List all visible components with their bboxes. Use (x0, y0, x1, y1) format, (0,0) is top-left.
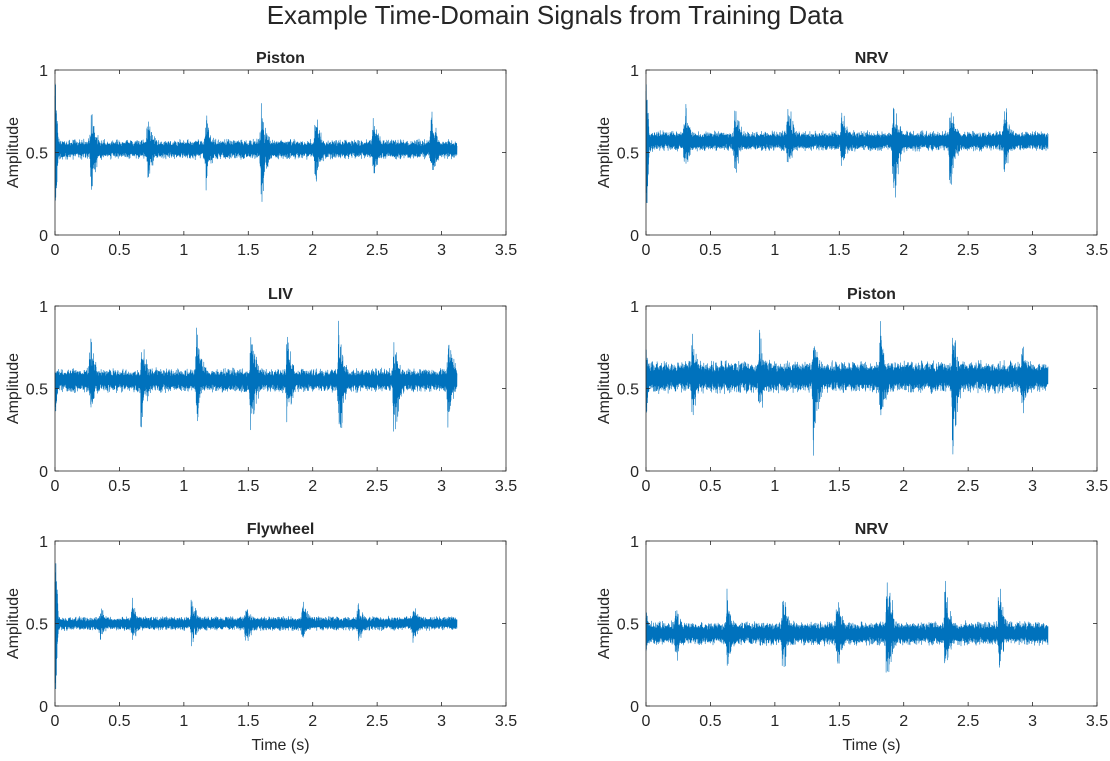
x-tick-label: 0 (642, 713, 651, 730)
x-tick-label: 0.5 (699, 242, 721, 259)
y-tick-label: 1 (39, 534, 48, 551)
y-axis-label: Amplitude (5, 117, 22, 188)
subplot-1: 0 0.5 1 1.5 2 2.5 3 3.5 0 0.5 1 Piston Amplitude (5, 50, 517, 259)
y-tick-label: 1 (630, 534, 639, 551)
x-tick-label: 2.5 (366, 713, 388, 730)
x-tick-label: 3.5 (1086, 478, 1108, 495)
x-tick-label: 2 (308, 713, 317, 730)
x-tick-label: 1.5 (828, 713, 850, 730)
x-tick-label: 1.5 (237, 242, 259, 259)
signal-line (645, 580, 1049, 673)
subplot-title: Piston (847, 286, 896, 303)
subplot-title: NRV (855, 521, 889, 538)
y-tick-label: 0.5 (26, 617, 48, 634)
subplot-3: 0 0.5 1 1.5 2 2.5 3 3.5 0 0.5 1 LIV Amplitude (5, 286, 517, 495)
x-tick-label: 1 (179, 478, 188, 495)
signal-line (645, 84, 1049, 203)
x-tick-label: 2.5 (366, 478, 388, 495)
y-axis-label: Amplitude (5, 588, 22, 659)
x-tick-label: 2 (308, 242, 317, 259)
x-tick-label: 2.5 (366, 242, 388, 259)
subplot-title: Flywheel (247, 521, 315, 538)
x-tick-label: 3.5 (495, 713, 517, 730)
y-tick-label: 0 (39, 228, 48, 245)
y-tick-label: 0.5 (26, 146, 48, 163)
x-tick-label: 3 (437, 713, 446, 730)
y-tick-label: 0 (630, 699, 639, 716)
subplot-title: LIV (268, 286, 293, 303)
x-tick-label: 3.5 (1086, 242, 1108, 259)
x-tick-label: 1 (770, 713, 779, 730)
x-tick-label: 1 (179, 713, 188, 730)
x-tick-label: 3.5 (495, 478, 517, 495)
x-tick-label: 1 (770, 242, 779, 259)
y-tick-label: 0 (630, 228, 639, 245)
x-tick-label: 1.5 (828, 242, 850, 259)
x-tick-label: 2.5 (957, 713, 979, 730)
x-tick-label: 1.5 (237, 478, 259, 495)
signal-line (645, 321, 1049, 456)
x-tick-label: 0 (51, 478, 60, 495)
x-tick-label: 3 (1028, 242, 1037, 259)
subplot-5: 0 0.5 1 1.5 2 2.5 3 3.5 0 0.5 1 Flywheel Amplitude Ti… (5, 521, 517, 754)
x-tick-label: 2.5 (957, 478, 979, 495)
x-tick-label: 1 (770, 478, 779, 495)
x-tick-label: 3 (437, 478, 446, 495)
x-tick-label: 1.5 (828, 478, 850, 495)
x-axis-label: Time (s) (251, 737, 309, 754)
x-tick-label: 0 (51, 242, 60, 259)
y-axis-label: Amplitude (596, 117, 613, 188)
x-tick-label: 2 (899, 242, 908, 259)
x-tick-label: 0 (51, 713, 60, 730)
x-tick-label: 0.5 (108, 242, 130, 259)
subplot-4: 0 0.5 1 1.5 2 2.5 3 3.5 0 0.5 1 Piston Amplitude (596, 286, 1108, 495)
x-tick-label: 2 (899, 713, 908, 730)
x-axis-label: Time (s) (842, 737, 900, 754)
y-tick-label: 0 (630, 464, 639, 481)
y-tick-label: 1 (630, 63, 639, 80)
x-tick-label: 2.5 (957, 242, 979, 259)
y-tick-label: 0.5 (617, 382, 639, 399)
x-tick-label: 3.5 (1086, 713, 1108, 730)
y-axis-label: Amplitude (596, 588, 613, 659)
y-tick-label: 1 (630, 299, 639, 316)
subplot-6: 0 0.5 1 1.5 2 2.5 3 3.5 0 0.5 1 NRV Amplitude Time (s… (596, 521, 1108, 754)
x-tick-label: 0.5 (108, 478, 130, 495)
x-tick-label: 2 (308, 478, 317, 495)
subplot-title: NRV (855, 50, 889, 67)
axes-box (645, 540, 1098, 707)
x-tick-label: 0.5 (699, 478, 721, 495)
y-tick-label: 0.5 (617, 617, 639, 634)
signal-line (54, 563, 458, 689)
x-tick-label: 0.5 (108, 713, 130, 730)
x-tick-label: 2 (899, 478, 908, 495)
subplot-2: 0 0.5 1 1.5 2 2.5 3 3.5 0 0.5 1 NRV Amplitude (596, 50, 1108, 259)
y-tick-label: 1 (39, 63, 48, 80)
y-tick-label: 1 (39, 299, 48, 316)
x-tick-label: 3 (1028, 478, 1037, 495)
y-tick-label: 0.5 (26, 382, 48, 399)
y-tick-label: 0 (39, 699, 48, 716)
figure-title: Example Time-Domain Signals from Trainin… (266, 0, 844, 30)
x-tick-label: 0.5 (699, 713, 721, 730)
y-axis-label: Amplitude (596, 353, 613, 424)
x-tick-label: 0 (642, 242, 651, 259)
x-tick-label: 1 (179, 242, 188, 259)
x-tick-label: 3.5 (495, 242, 517, 259)
x-tick-label: 3 (437, 242, 446, 259)
axes-box (645, 69, 1098, 236)
x-tick-label: 1.5 (237, 713, 259, 730)
signal-line (54, 83, 458, 202)
signal-line (54, 320, 458, 432)
x-tick-label: 0 (642, 478, 651, 495)
x-tick-label: 3 (1028, 713, 1037, 730)
subplot-title: Piston (256, 50, 305, 67)
y-tick-label: 0.5 (617, 146, 639, 163)
y-tick-label: 0 (39, 464, 48, 481)
y-axis-label: Amplitude (5, 353, 22, 424)
